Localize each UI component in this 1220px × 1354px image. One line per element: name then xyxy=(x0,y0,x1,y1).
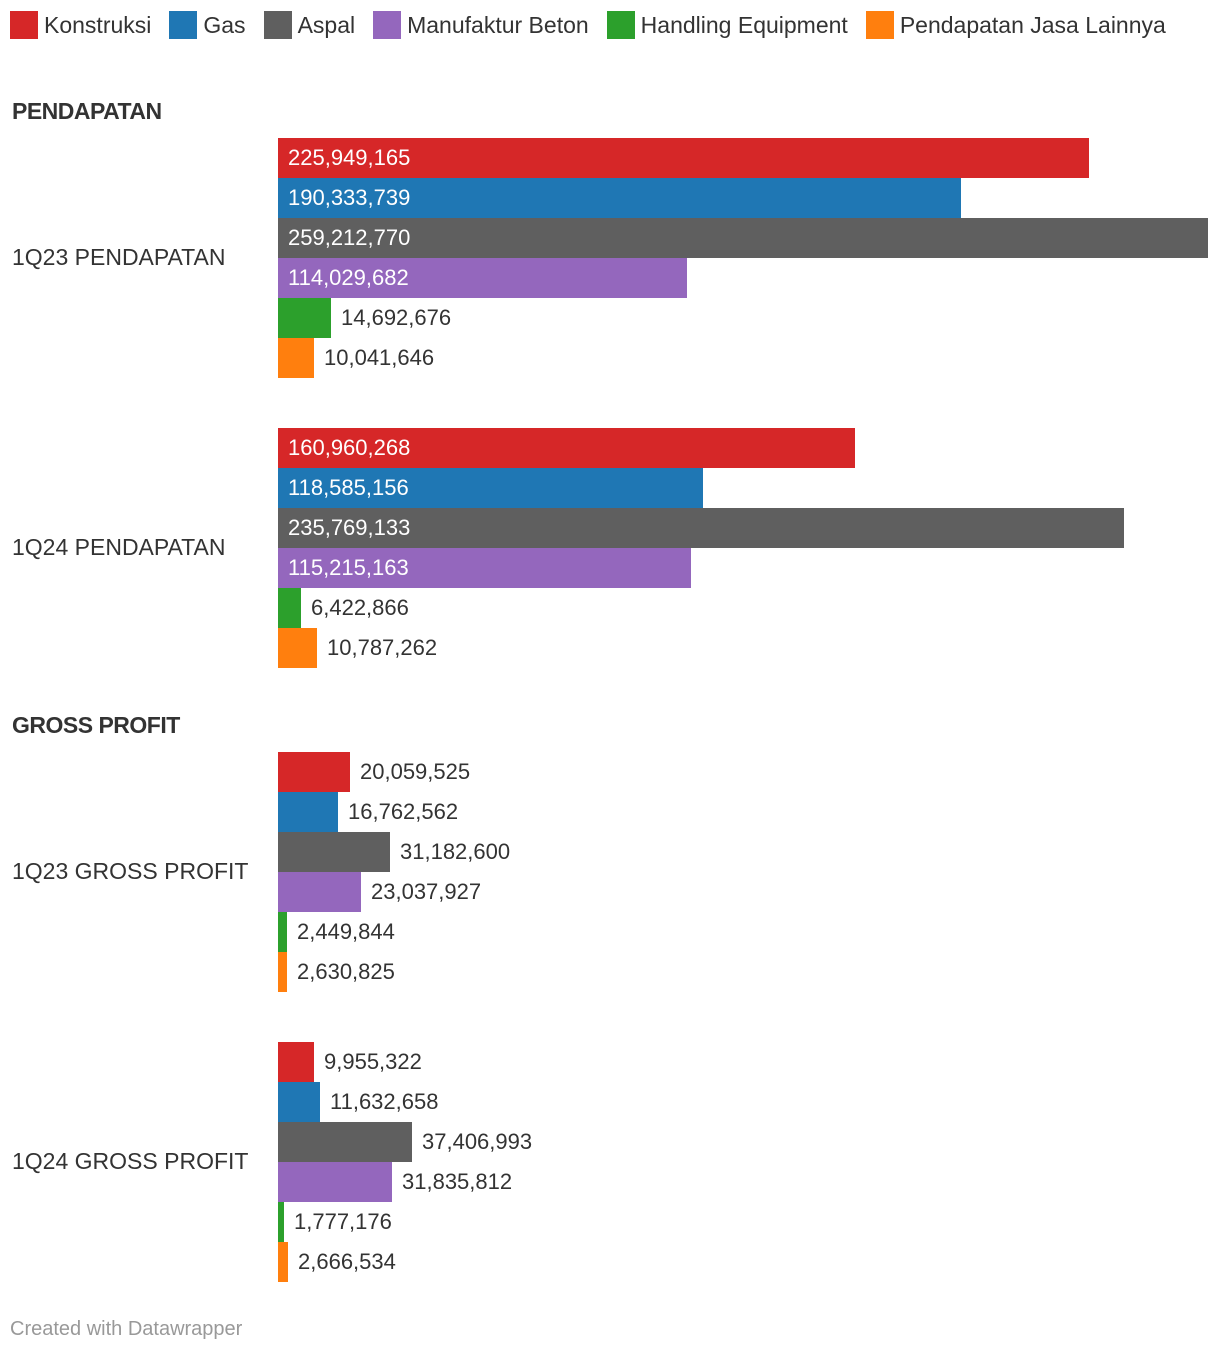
bar-value-label: 115,215,163 xyxy=(288,555,409,580)
bar-value-label: 114,029,682 xyxy=(288,265,409,290)
group-label: 1Q23 GROSS PROFIT xyxy=(12,858,249,884)
section-title: GROSS PROFIT xyxy=(12,712,180,738)
bar xyxy=(278,1122,412,1162)
legend-item: Handling Equipment xyxy=(606,8,848,42)
bar xyxy=(278,1202,284,1242)
bar xyxy=(278,1162,392,1202)
bar xyxy=(278,952,287,992)
legend-swatch xyxy=(373,11,402,39)
datawrapper-credit: Created with Datawrapper xyxy=(10,1318,243,1340)
bar xyxy=(278,1242,288,1282)
legend-item: Manufaktur Beton xyxy=(373,8,589,42)
bar-value-label: 2,630,825 xyxy=(297,959,395,984)
bar-value-label: 235,769,133 xyxy=(288,515,411,540)
bar xyxy=(278,138,1089,178)
legend-label: Gas xyxy=(203,12,246,38)
legend-label: Konstruksi xyxy=(44,12,152,38)
bar-value-label: 225,949,165 xyxy=(288,145,411,170)
bar-value-label: 20,059,525 xyxy=(360,759,471,784)
legend-swatch xyxy=(10,11,38,39)
bar xyxy=(278,338,314,378)
legend-item: Aspal xyxy=(263,8,356,42)
bar xyxy=(278,428,855,468)
bar-value-label: 10,787,262 xyxy=(327,635,438,660)
bar-value-label: 1,777,176 xyxy=(294,1209,392,1234)
bar xyxy=(278,1042,314,1082)
legend-swatch xyxy=(606,11,635,39)
bar-value-label: 31,835,812 xyxy=(402,1169,513,1194)
legend-label: Manufaktur Beton xyxy=(407,12,589,38)
bar xyxy=(278,912,287,952)
bar xyxy=(278,1082,320,1122)
bar-value-label: 31,182,600 xyxy=(400,839,511,864)
bar-value-label: 14,692,676 xyxy=(341,305,452,330)
bar-value-label: 118,585,156 xyxy=(288,475,409,500)
group-label: 1Q24 GROSS PROFIT xyxy=(12,1148,249,1174)
legend-item: Gas xyxy=(169,8,246,42)
chart-legend: Konstruksi Gas Aspal Manufaktur Beton Handli… xyxy=(10,8,1210,42)
legend-label: Handling Equipment xyxy=(640,12,848,38)
bar xyxy=(278,588,301,628)
bar xyxy=(278,468,703,508)
legend-label: Pendapatan Jasa Lainnya xyxy=(899,12,1166,38)
bar-value-label: 2,449,844 xyxy=(297,919,395,944)
legend-swatch xyxy=(865,11,894,39)
bar-value-label: 9,955,322 xyxy=(324,1049,422,1074)
bar-value-label: 23,037,927 xyxy=(371,879,482,904)
legend-swatch xyxy=(169,11,198,39)
section-title: PENDAPATAN xyxy=(12,98,162,124)
bar xyxy=(278,792,338,832)
bar-value-label: 11,632,658 xyxy=(330,1089,439,1114)
bar xyxy=(278,178,961,218)
bar xyxy=(278,752,350,792)
bar xyxy=(278,628,317,668)
bar xyxy=(278,298,331,338)
bar xyxy=(278,508,1124,548)
legend-swatch xyxy=(263,11,292,39)
bar xyxy=(278,218,1208,258)
bar-value-label: 37,406,993 xyxy=(422,1129,533,1154)
bar-value-label: 10,041,646 xyxy=(324,345,435,370)
group-label: 1Q24 PENDAPATAN xyxy=(12,534,226,560)
legend-item: Pendapatan Jasa Lainnya xyxy=(865,8,1166,42)
bar-value-label: 259,212,770 xyxy=(288,225,411,250)
legend-item: Konstruksi xyxy=(10,8,151,42)
bar xyxy=(278,872,361,912)
bar-value-label: 2,666,534 xyxy=(298,1249,396,1274)
bar-value-label: 190,333,739 xyxy=(288,185,411,210)
bar-value-label: 16,762,562 xyxy=(348,799,459,824)
bar xyxy=(278,832,390,872)
legend-label: Aspal xyxy=(297,12,356,38)
group-label: 1Q23 PENDAPATAN xyxy=(12,244,226,270)
bar xyxy=(278,258,687,298)
bar xyxy=(278,548,691,588)
bar-value-label: 6,422,866 xyxy=(311,595,409,620)
bar-value-label: 160,960,268 xyxy=(288,435,411,460)
